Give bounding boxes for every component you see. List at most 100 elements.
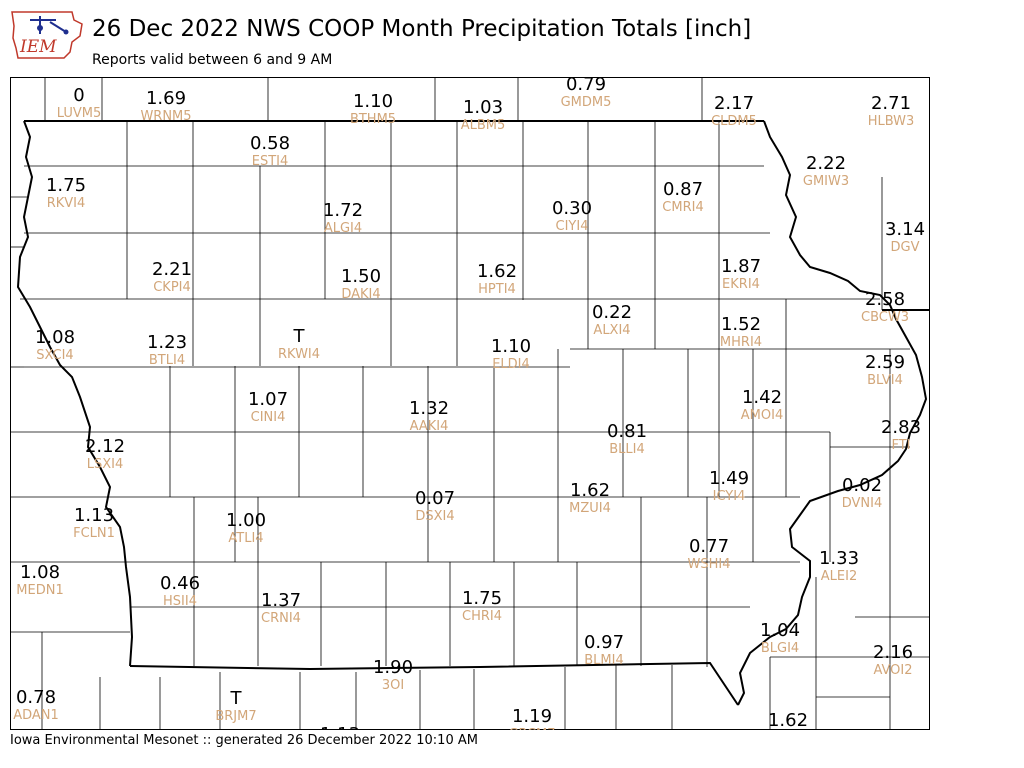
station-id: ALGI4 (324, 221, 362, 236)
station-labels: 0LUVM51.69WRNM51.10BTHM51.03ALBM50.79GMD… (13, 74, 925, 746)
station-id: FCLN1 (73, 526, 115, 541)
map-title: 26 Dec 2022 NWS COOP Month Precipitation… (92, 16, 752, 42)
station-value: 1.69 (146, 88, 186, 109)
station-value: 1.62 (768, 710, 808, 730)
station-value: 1.42 (742, 387, 782, 408)
station-id: AMOI4 (741, 408, 783, 423)
station-id: CINI4 (251, 410, 286, 425)
station-id: DGV (891, 240, 920, 255)
station-id: AAKI4 (410, 419, 449, 434)
station-id: GMDM5 (561, 95, 612, 110)
station-value: 1.62 (477, 261, 517, 282)
station-value: 1.62 (570, 480, 610, 501)
station-value: 1.10 (491, 336, 531, 357)
station-value: 1.75 (46, 175, 86, 196)
station-id: CBCW3 (861, 310, 909, 325)
station-value: 1.07 (248, 389, 288, 410)
station-value: 1.00 (226, 510, 266, 531)
map-footer: Iowa Environmental Mesonet :: generated … (10, 733, 478, 748)
station-value: 2.58 (865, 289, 905, 310)
station-value: 0.87 (663, 179, 703, 200)
station-value: 1.50 (341, 266, 381, 287)
station-value: 1.13 (320, 724, 360, 730)
station-value: 2.17 (714, 93, 754, 114)
iowa-east-border (737, 120, 928, 706)
station-id: HSII4 (163, 594, 197, 609)
station-value: 1.13 (74, 505, 114, 526)
station-value: 0.77 (689, 536, 729, 557)
station-value: 1.37 (261, 590, 301, 611)
state-boundaries (16, 120, 930, 706)
station-value: 1.19 (512, 706, 552, 727)
station-id: BRJM7 (215, 709, 256, 724)
station-value: 1.52 (721, 314, 761, 335)
station-id: BLLI4 (609, 442, 645, 457)
station-id: WRNM5 (140, 109, 191, 124)
station-value: 0.97 (584, 632, 624, 653)
station-value: 2.22 (806, 153, 846, 174)
station-value: 0 (73, 85, 84, 106)
station-id: RKWI4 (278, 347, 320, 362)
station-value: 0.07 (415, 488, 455, 509)
station-value: 1.87 (721, 256, 761, 277)
station-id: BLVI4 (867, 373, 903, 388)
station-id: BLMI4 (584, 653, 623, 668)
station-value: T (293, 326, 306, 347)
station-value: 2.16 (873, 642, 913, 663)
station-value: 1.08 (20, 562, 60, 583)
station-id: HLBW3 (868, 114, 915, 129)
station-value: 2.12 (85, 436, 125, 457)
station-id: DAKI4 (341, 287, 380, 302)
station-value: 1.33 (819, 548, 859, 569)
station-id: BTLI4 (149, 353, 185, 368)
station-id: HPTI4 (478, 282, 516, 297)
station-value: 0.78 (16, 687, 56, 708)
station-value: 1.03 (463, 97, 503, 118)
station-value: 3.14 (885, 219, 925, 240)
iowa-west-border (16, 120, 134, 667)
station-value: 1.72 (323, 200, 363, 221)
map-canvas: 0LUVM51.69WRNM51.10BTHM51.03ALBM50.79GMD… (10, 74, 930, 746)
station-value: 0.79 (566, 77, 606, 95)
station-value: 1.32 (409, 398, 449, 419)
station-id: BLGI4 (761, 641, 799, 656)
station-id: LUVM5 (57, 106, 102, 121)
station-value: 1.49 (709, 468, 749, 489)
station-id: ATLI4 (228, 531, 263, 546)
svg-text:IEM: IEM (19, 37, 57, 57)
station-value: 0.81 (607, 421, 647, 442)
station-value: T (230, 688, 243, 709)
station-value: 1.90 (373, 657, 413, 678)
station-value: 1.10 (353, 91, 393, 112)
station-value: 0.02 (842, 475, 882, 496)
station-id: ICYI4 (713, 489, 746, 504)
station-value: 1.23 (147, 332, 187, 353)
station-id: LSXI4 (87, 457, 124, 472)
station-id: CRNI4 (261, 611, 301, 626)
iem-logo: IEM (10, 8, 86, 62)
station-id: GRCM7 (508, 727, 555, 730)
station-id: ELDI4 (492, 357, 530, 372)
county-boundaries (10, 77, 930, 730)
station-value: 1.08 (35, 327, 75, 348)
station-id: SXCI4 (36, 348, 73, 363)
station-id: 3OI (382, 678, 404, 693)
station-value: 2.59 (865, 352, 905, 373)
station-id: GMIW3 (803, 174, 849, 189)
station-value: 1.75 (462, 588, 502, 609)
station-value: 0.30 (552, 198, 592, 219)
station-id: ALBM5 (461, 118, 506, 133)
station-value: 0.58 (250, 133, 290, 154)
station-id: CKPI4 (153, 280, 191, 295)
map-subtitle: Reports valid between 6 and 9 AM (92, 52, 333, 68)
station-id: ALEI2 (821, 569, 857, 584)
station-value: 2.21 (152, 259, 192, 280)
station-id: WSHI4 (688, 557, 731, 572)
station-id: ESTI4 (252, 154, 289, 169)
station-value: 0.22 (592, 302, 632, 323)
station-id: FTI (891, 438, 910, 453)
station-id: MEDN1 (16, 583, 63, 598)
station-value: 2.83 (881, 417, 921, 438)
station-value: 2.71 (871, 93, 911, 114)
station-id: BTHM5 (350, 112, 396, 127)
